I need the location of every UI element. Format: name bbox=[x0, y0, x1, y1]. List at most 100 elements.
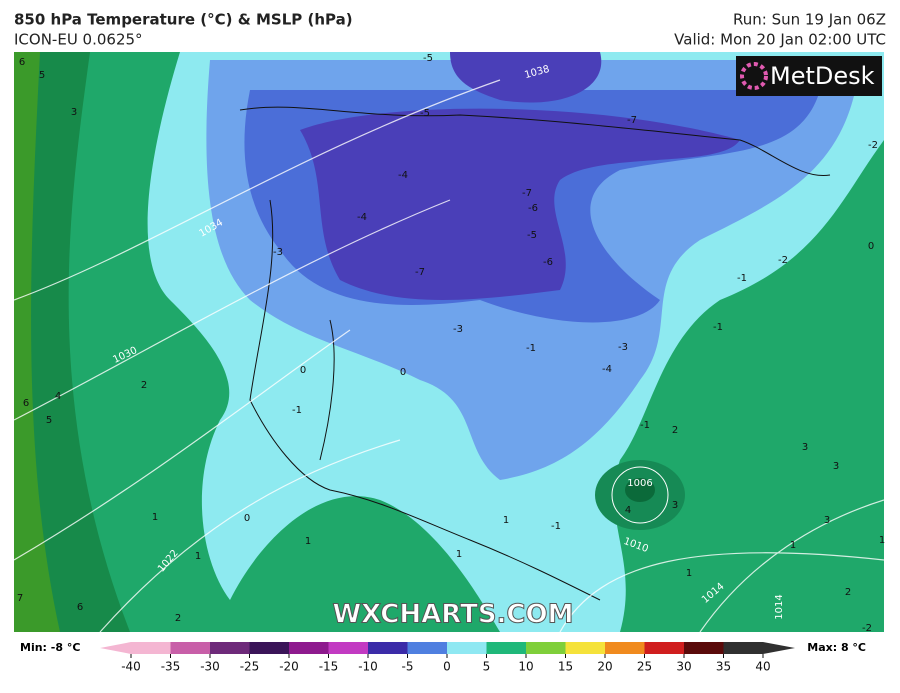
isobar-label: 1014 bbox=[774, 594, 785, 619]
logo: MetDesk bbox=[770, 62, 875, 90]
temperature-label: -3 bbox=[618, 342, 628, 353]
temperature-label: -7 bbox=[415, 267, 425, 278]
isobar-label: 1006 bbox=[627, 478, 652, 489]
temperature-label: 2 bbox=[175, 613, 181, 624]
min-label: Min: -8 °C bbox=[20, 641, 80, 654]
colorbar-tick-label: 40 bbox=[755, 660, 770, 674]
colorbar-segment bbox=[170, 642, 210, 654]
temperature-label: 1 bbox=[456, 549, 462, 560]
temperature-label: -1 bbox=[737, 273, 747, 284]
temperature-label: -5 bbox=[527, 230, 537, 241]
colorbar-tick-label: -25 bbox=[240, 660, 260, 674]
colorbar-segment bbox=[249, 642, 289, 654]
temperature-label: -1 bbox=[713, 322, 723, 333]
colorbar-segment bbox=[684, 642, 724, 654]
temperature-label: -7 bbox=[627, 115, 637, 126]
colorbar-segment bbox=[289, 642, 329, 654]
colorbar-segment bbox=[565, 642, 605, 654]
colorbar-tick-label: 30 bbox=[676, 660, 691, 674]
colorbar-tick-label: -15 bbox=[319, 660, 339, 674]
temperature-label: 1 bbox=[195, 551, 201, 562]
temperature-label: -3 bbox=[453, 324, 463, 335]
temperature-label: 3 bbox=[672, 500, 678, 511]
temperature-label: 1 bbox=[790, 540, 796, 551]
temperature-label: -2 bbox=[778, 255, 788, 266]
temperature-label: 2 bbox=[845, 587, 851, 598]
colorbar-segment bbox=[131, 642, 171, 654]
temperature-label: -5 bbox=[420, 108, 430, 119]
colorbar-segment bbox=[526, 642, 566, 654]
temperature-label: -2 bbox=[862, 623, 872, 634]
temperature-label: 0 bbox=[244, 513, 250, 524]
max-label: Max: 8 °C bbox=[807, 641, 866, 654]
colorbar-tick-label: 20 bbox=[597, 660, 612, 674]
colorbar-end bbox=[100, 642, 131, 654]
temperature-label: 6 bbox=[77, 602, 83, 613]
temperature-label: -1 bbox=[551, 521, 561, 532]
temperature-label: 2 bbox=[672, 425, 678, 436]
temperature-label: -4 bbox=[398, 170, 408, 181]
model: ICON-EU 0.0625° bbox=[14, 31, 143, 49]
temperature-label: 1 bbox=[879, 535, 885, 546]
temperature-label: -6 bbox=[543, 257, 553, 268]
temperature-label: -4 bbox=[357, 212, 367, 223]
colorbar-tick-label: -20 bbox=[279, 660, 299, 674]
temperature-label: 4 bbox=[55, 391, 61, 402]
temperature-label: 3 bbox=[824, 515, 830, 526]
colorbar-end bbox=[763, 642, 795, 654]
colorbar-segment bbox=[407, 642, 447, 654]
colorbar-tick-label: -30 bbox=[200, 660, 220, 674]
temperature-label: 6 bbox=[23, 398, 29, 409]
temperature-label: 1 bbox=[152, 512, 158, 523]
temperature-labels: -5 -5 -7 -2 -4 -4 -7 -6 -5 -6 -7 -3 -2 -1 0 -1 -3 -1 -3 -4 0… bbox=[17, 53, 885, 634]
temperature-label: 6 bbox=[19, 57, 25, 68]
colorbar-tick-label: 35 bbox=[716, 660, 731, 674]
temperature-label: 7 bbox=[17, 593, 23, 604]
colorbar-tick-label: 0 bbox=[443, 660, 451, 674]
run: Run: Sun 19 Jan 06Z bbox=[733, 11, 886, 29]
colorbar-segment bbox=[447, 642, 487, 654]
map bbox=[14, 52, 884, 632]
colorbar-tick-label: 10 bbox=[518, 660, 533, 674]
colorbar-tick-label: -40 bbox=[121, 660, 141, 674]
temperature-label: -6 bbox=[528, 203, 538, 214]
valid: Valid: Mon 20 Jan 02:00 UTC bbox=[674, 31, 886, 49]
temperature-label: 0 bbox=[868, 241, 874, 252]
colorbar-tick-label: -35 bbox=[161, 660, 181, 674]
temperature-label: -1 bbox=[526, 343, 536, 354]
temperature-label: 0 bbox=[400, 367, 406, 378]
temperature-label: -7 bbox=[522, 188, 532, 199]
temperature-label: 1 bbox=[503, 515, 509, 526]
colorbar: -40 -35 -30 -25 -20 -15 -10 -5 0 5 10 15 20 25 30 35 40 bbox=[100, 642, 795, 674]
logo-icon bbox=[740, 62, 768, 90]
title: 850 hPa Temperature (°C) & MSLP (hPa) bbox=[14, 11, 353, 29]
temperature-label: 0 bbox=[300, 365, 306, 376]
temperature-label: -3 bbox=[273, 247, 283, 258]
colorbar-segment bbox=[605, 642, 645, 654]
temperature-label: 5 bbox=[46, 415, 52, 426]
colorbar-segment bbox=[210, 642, 250, 654]
colorbar-tick-label: 25 bbox=[637, 660, 652, 674]
watermark: WXCHARTS.COM bbox=[332, 600, 573, 630]
colorbar-tick-label: -10 bbox=[358, 660, 378, 674]
temperature-label: -4 bbox=[602, 364, 612, 375]
temperature-label: 3 bbox=[833, 461, 839, 472]
colorbar-segment bbox=[644, 642, 684, 654]
temperature-label: -5 bbox=[423, 53, 433, 64]
temperature-label: 3 bbox=[71, 107, 77, 118]
temperature-label: -2 bbox=[868, 140, 878, 151]
colorbar-tick-label: 15 bbox=[558, 660, 573, 674]
temperature-label: -1 bbox=[640, 420, 650, 431]
temperature-label: 1 bbox=[305, 536, 311, 547]
colorbar-tick-label: 5 bbox=[483, 660, 491, 674]
temperature-label: -1 bbox=[292, 405, 302, 416]
temperature-label: 2 bbox=[141, 380, 147, 391]
temperature-label: 5 bbox=[39, 70, 45, 81]
colorbar-segment bbox=[486, 642, 526, 654]
temperature-label: 3 bbox=[802, 442, 808, 453]
temperature-label: 1 bbox=[686, 568, 692, 579]
logo-box bbox=[736, 56, 882, 96]
temperature-label: 4 bbox=[625, 505, 631, 516]
colorbar-segment bbox=[723, 642, 763, 654]
